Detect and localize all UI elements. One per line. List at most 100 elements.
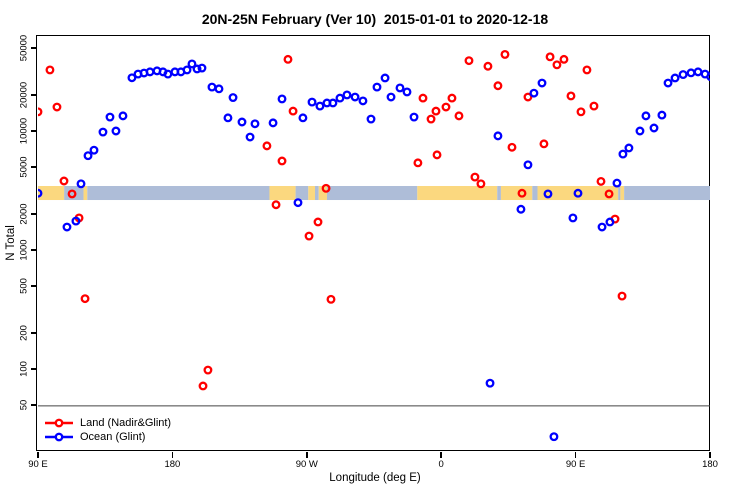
scatter-point-ocean xyxy=(543,189,553,199)
scatter-point-ocean xyxy=(268,118,278,128)
map-band-land xyxy=(318,185,327,201)
scatter-point-land xyxy=(413,158,423,168)
scatter-point-land xyxy=(523,92,533,102)
scatter-point-ocean xyxy=(298,113,308,123)
scatter-point-land xyxy=(198,381,208,391)
y-tick-mark xyxy=(31,285,37,287)
y-tick-mark xyxy=(31,332,37,334)
scatter-point-ocean xyxy=(71,216,81,226)
map-band-land xyxy=(620,185,625,201)
scatter-point-ocean xyxy=(89,145,99,155)
map-band-ocean xyxy=(295,185,309,201)
map-band-ocean xyxy=(532,185,538,201)
scatter-point-ocean xyxy=(197,63,207,73)
scatter-point-ocean xyxy=(612,178,622,188)
scatter-point-land xyxy=(596,176,606,186)
scatter-point-ocean xyxy=(380,73,390,83)
map-band-land xyxy=(500,185,533,201)
scatter-point-land xyxy=(539,139,549,149)
x-tick-mark xyxy=(306,452,308,458)
x-tick-label: 180 xyxy=(164,459,181,470)
y-tick-label: 50000 xyxy=(18,34,30,62)
scatter-point-ocean xyxy=(118,111,128,121)
scatter-point-land xyxy=(617,291,627,301)
scatter-point-ocean xyxy=(649,123,659,133)
plot-frame xyxy=(36,35,711,452)
scatter-point-ocean xyxy=(192,64,202,74)
scatter-point-land xyxy=(454,111,464,121)
y-tick-label: 5000 xyxy=(18,156,30,178)
scatter-point-ocean xyxy=(409,112,419,122)
chart-title: 20N-25N February (Ver 10) 2015-01-01 to … xyxy=(201,11,549,27)
scatter-point-land xyxy=(52,102,62,112)
scatter-point-land xyxy=(326,294,336,304)
scatter-point-ocean xyxy=(83,151,93,161)
legend-swatch-ocean-icon xyxy=(45,432,73,442)
map-band-ocean xyxy=(618,185,621,201)
scatter-point-ocean xyxy=(358,96,368,106)
map-band-ocean xyxy=(497,185,501,201)
scatter-point-land xyxy=(559,54,569,64)
x-tick-label: 90 E xyxy=(565,459,586,470)
scatter-point-land xyxy=(545,52,555,62)
map-band-land xyxy=(537,185,619,201)
x-tick-label: 0 xyxy=(438,459,444,470)
y-tick-mark xyxy=(31,166,37,168)
scatter-point-ocean xyxy=(493,131,503,141)
legend-label-land: Land (Nadir&Glint) xyxy=(80,417,172,429)
scatter-point-ocean xyxy=(485,378,495,388)
scatter-point-ocean xyxy=(618,149,628,159)
scatter-point-ocean xyxy=(98,127,108,137)
map-band-ocean xyxy=(87,185,270,201)
scatter-point-land xyxy=(321,183,331,193)
y-tick-label: 500 xyxy=(18,277,30,294)
scatter-point-ocean xyxy=(293,198,303,208)
scatter-point-land xyxy=(476,179,486,189)
x-tick-mark xyxy=(171,452,174,458)
scatter-point-ocean xyxy=(537,78,547,88)
scatter-point-ocean xyxy=(62,222,72,232)
scatter-point-ocean xyxy=(597,222,607,232)
map-band-ocean xyxy=(315,185,319,201)
scatter-point-land xyxy=(80,294,90,304)
scatter-point-ocean xyxy=(573,188,583,198)
scatter-point-land xyxy=(67,189,77,199)
scatter-point-land xyxy=(418,93,428,103)
x-tick-mark xyxy=(709,452,711,458)
scatter-point-ocean xyxy=(315,101,325,111)
scatter-point-land xyxy=(277,156,287,166)
scatter-point-ocean xyxy=(207,82,217,92)
scatter-point-land xyxy=(470,172,480,182)
y-tick-label: 10000 xyxy=(18,117,30,145)
scatter-point-land xyxy=(483,61,493,71)
map-band-ocean xyxy=(624,185,710,201)
scatter-point-land xyxy=(552,60,562,70)
map-band-land xyxy=(417,185,498,201)
y-tick-mark xyxy=(31,130,37,132)
scatter-point-ocean xyxy=(245,132,255,142)
x-tick-label: 90 E xyxy=(28,459,48,470)
scatter-point-ocean xyxy=(38,188,43,198)
map-band-land xyxy=(38,185,65,201)
scatter-point-ocean xyxy=(523,160,533,170)
scatter-point-ocean xyxy=(605,217,615,227)
scatter-point-land xyxy=(507,142,517,152)
scatter-point-ocean xyxy=(277,94,287,104)
scatter-point-ocean xyxy=(145,67,155,77)
map-band-ocean xyxy=(326,185,418,201)
scatter-point-ocean xyxy=(105,112,115,122)
scatter-point-ocean xyxy=(693,67,703,77)
y-tick-mark xyxy=(31,249,37,251)
y-tick-mark xyxy=(31,404,37,406)
scatter-point-ocean xyxy=(635,126,645,136)
y-tick-mark xyxy=(31,47,37,49)
scatter-point-ocean xyxy=(549,432,559,442)
scatter-point-ocean xyxy=(372,82,382,92)
scatter-point-land xyxy=(304,231,314,241)
scatter-point-ocean xyxy=(187,59,197,69)
plot-area xyxy=(38,49,710,442)
map-band-land xyxy=(308,185,316,201)
map-band-land xyxy=(269,185,296,201)
scatter-point-ocean xyxy=(328,98,338,108)
